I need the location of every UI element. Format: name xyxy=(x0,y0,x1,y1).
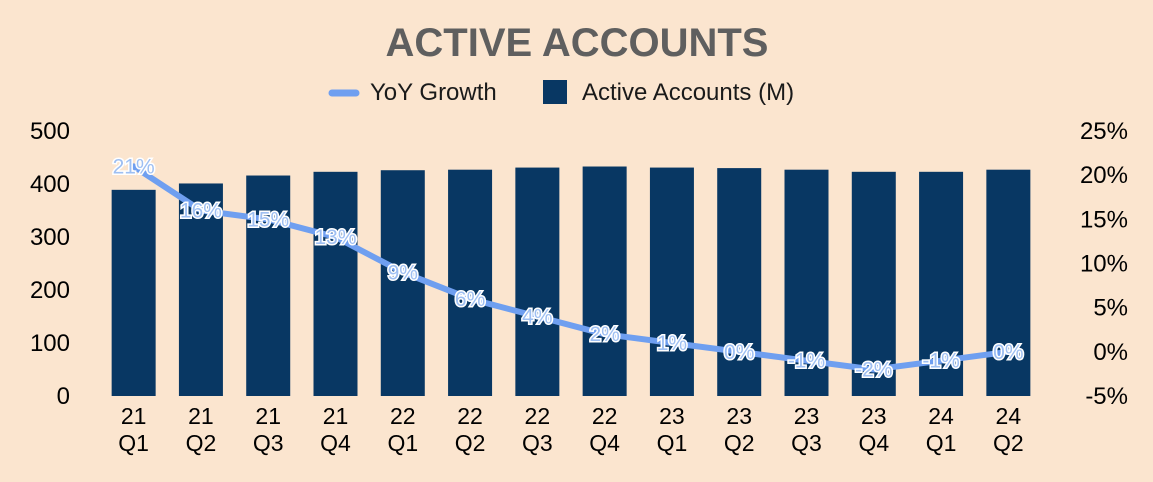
x-tick-quarter: Q2 xyxy=(186,430,217,456)
bar-active-accounts xyxy=(717,168,762,396)
x-tick-year: 24 xyxy=(928,403,954,429)
right-y-axis: -5% 0% 5% 10% 15% 20% 25% xyxy=(1080,118,1128,410)
data-label-yoy-growth: 1% xyxy=(657,332,687,355)
x-tick-quarter: Q2 xyxy=(724,430,755,456)
bar-active-accounts xyxy=(448,169,493,396)
x-tick-quarter: Q4 xyxy=(320,430,351,456)
legend-swatch-active-accounts xyxy=(543,80,567,104)
data-label-yoy-growth: 4% xyxy=(522,306,552,329)
data-label-yoy-growth: 6% xyxy=(455,288,485,311)
data-label-yoy-growth: -1% xyxy=(788,350,825,373)
x-tick-year: 23 xyxy=(726,403,752,429)
bar-active-accounts xyxy=(178,183,223,396)
x-tick-year: 21 xyxy=(323,403,349,429)
data-label-yoy-growth: 0% xyxy=(993,341,1023,364)
x-tick-year: 22 xyxy=(457,403,483,429)
data-labels-yoy-growth: 21% 16% 15% 13% 9% 6% 4% 2% 1% 0% -1% -2% -1% 0% xyxy=(111,154,1025,383)
bar-active-accounts xyxy=(380,170,425,396)
x-tick-quarter: Q2 xyxy=(993,430,1024,456)
left-tick-label: 500 xyxy=(30,118,70,145)
x-tick-year: 23 xyxy=(861,403,887,429)
data-label-yoy-growth: 15% xyxy=(247,208,289,231)
x-tick-quarter: Q4 xyxy=(589,430,620,456)
yoy-growth-line xyxy=(130,163,1012,373)
data-label-yoy-growth: 2% xyxy=(589,323,619,346)
right-tick-label: 15% xyxy=(1080,206,1128,233)
legend-item-yoy-growth: YoY Growth xyxy=(328,79,497,106)
left-y-axis: 0 100 200 300 400 500 xyxy=(30,118,70,410)
data-label-yoy-growth: 0% xyxy=(724,341,754,364)
data-label-yoy-growth: -2% xyxy=(855,359,892,382)
bar-active-accounts xyxy=(111,189,156,396)
x-tick-year: 21 xyxy=(121,403,147,429)
x-tick-quarter: Q1 xyxy=(657,430,688,456)
x-tick-year: 22 xyxy=(525,403,551,429)
x-tick-year: 24 xyxy=(996,403,1022,429)
legend-item-active-accounts: Active Accounts (M) xyxy=(543,79,794,106)
right-tick-label: 10% xyxy=(1080,251,1128,278)
right-tick-label: 25% xyxy=(1080,118,1128,145)
x-tick-quarter: Q3 xyxy=(791,430,822,456)
x-tick-quarter: Q3 xyxy=(253,430,284,456)
bar-active-accounts xyxy=(313,171,358,396)
x-axis: 21Q121Q221Q321Q422Q122Q222Q322Q423Q123Q2… xyxy=(118,403,1023,456)
x-tick-quarter: Q1 xyxy=(118,430,149,456)
x-tick-year: 21 xyxy=(255,403,281,429)
bar-active-accounts xyxy=(649,167,694,396)
x-tick-quarter: Q1 xyxy=(926,430,957,456)
line-yoy-growth xyxy=(130,163,1012,373)
right-tick-label: 5% xyxy=(1093,295,1128,322)
x-tick-quarter: Q1 xyxy=(387,430,418,456)
chart-title: ACTIVE ACCOUNTS xyxy=(386,21,769,65)
left-tick-label: 100 xyxy=(30,330,70,357)
left-tick-label: 200 xyxy=(30,277,70,304)
legend: YoY Growth Active Accounts (M) xyxy=(328,79,794,106)
x-tick-year: 21 xyxy=(188,403,214,429)
bar-active-accounts xyxy=(851,171,896,396)
left-tick-label: 300 xyxy=(30,224,70,251)
bars-active-accounts xyxy=(111,166,1031,396)
data-label-yoy-growth: -1% xyxy=(922,350,959,373)
data-label-yoy-growth: 21% xyxy=(113,155,155,178)
bar-active-accounts xyxy=(582,166,627,396)
x-tick-year: 23 xyxy=(659,403,685,429)
legend-label-active-accounts: Active Accounts (M) xyxy=(582,79,794,106)
bar-active-accounts xyxy=(515,167,560,396)
right-tick-label: 0% xyxy=(1093,339,1128,366)
left-tick-label: 400 xyxy=(30,171,70,198)
x-tick-year: 22 xyxy=(592,403,618,429)
right-tick-label: -5% xyxy=(1085,383,1128,410)
bar-active-accounts xyxy=(986,169,1031,396)
data-label-yoy-growth: 9% xyxy=(388,261,418,284)
right-tick-label: 20% xyxy=(1080,162,1128,189)
x-tick-year: 23 xyxy=(794,403,820,429)
data-label-yoy-growth: 16% xyxy=(180,200,222,223)
data-label-yoy-growth: 13% xyxy=(314,226,356,249)
left-tick-label: 0 xyxy=(57,383,70,410)
x-tick-year: 22 xyxy=(390,403,416,429)
x-tick-quarter: Q4 xyxy=(858,430,889,456)
bar-active-accounts xyxy=(246,175,291,396)
x-tick-quarter: Q3 xyxy=(522,430,553,456)
x-tick-quarter: Q2 xyxy=(455,430,486,456)
legend-label-yoy-growth: YoY Growth xyxy=(370,79,497,106)
